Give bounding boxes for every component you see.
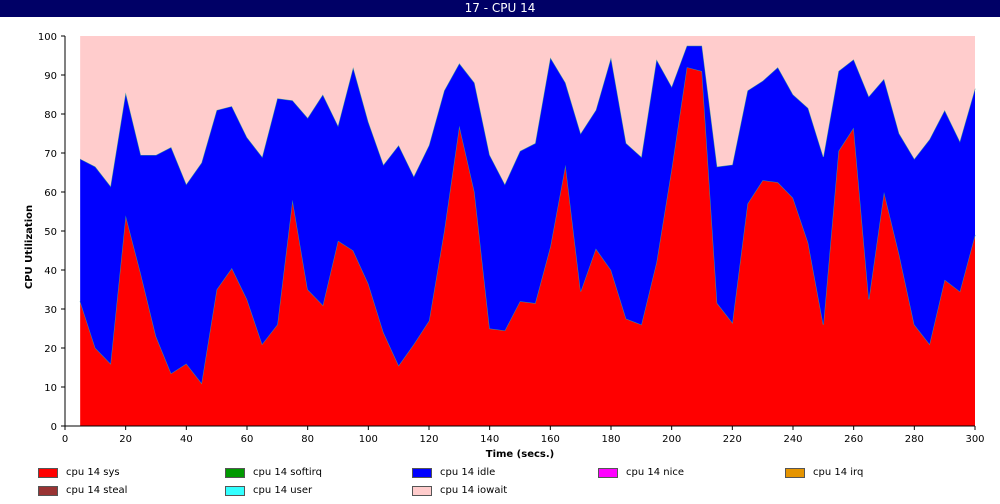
area-cpu-14-sys (80, 67, 976, 426)
legend-label: cpu 14 nice (626, 467, 685, 478)
legend-swatch (598, 468, 618, 478)
y-tick-label: 70 (44, 149, 57, 160)
x-axis-label: Time (secs.) (486, 449, 555, 460)
legend-swatch (225, 486, 245, 496)
legend-swatch (38, 486, 58, 496)
x-tick-label: 160 (541, 434, 560, 445)
x-tick-label: 200 (662, 434, 681, 445)
legend-swatch (38, 468, 58, 478)
x-tick-label: 40 (180, 434, 193, 445)
x-tick-label: 180 (601, 434, 620, 445)
x-tick-label: 140 (480, 434, 499, 445)
y-tick-label: 80 (44, 110, 57, 121)
legend-label: cpu 14 iowait (440, 485, 508, 496)
x-tick-label: 280 (905, 434, 924, 445)
y-tick-label: 0 (51, 422, 57, 433)
x-tick-label: 80 (301, 434, 314, 445)
window-title: 17 - CPU 14 (0, 0, 1000, 17)
x-tick-label: 0 (62, 434, 68, 445)
legend-label: cpu 14 softirq (253, 467, 322, 478)
legend-swatch (412, 468, 432, 478)
y-tick-label: 30 (44, 305, 57, 316)
x-tick-label: 100 (359, 434, 378, 445)
legend-label: cpu 14 idle (440, 467, 496, 478)
chart-legend: cpu 14 sys cpu 14 softirq cpu 14 idle cpu 1… (0, 462, 1000, 504)
x-tick-label: 60 (241, 434, 254, 445)
y-tick-label: 100 (38, 32, 57, 43)
legend-label: cpu 14 irq (813, 467, 864, 478)
y-tick-label: 10 (44, 383, 57, 394)
cpu-utilization-chart: 0 10 20 30 40 50 60 70 80 90 100 0 20 40 60 80 100 120 140… (24, 32, 985, 460)
area-cpu-14-idle (80, 45, 976, 384)
x-tick-label: 220 (723, 434, 742, 445)
y-tick-label: 50 (44, 227, 57, 238)
legend-label: cpu 14 sys (66, 467, 120, 478)
y-axis-label: CPU Utilization (24, 205, 35, 289)
legend-swatch (785, 468, 805, 478)
area-cpu-14-iowait (80, 36, 976, 187)
x-tick-label: 20 (119, 434, 132, 445)
y-tick-label: 40 (44, 266, 57, 277)
chart-areas (79, 36, 976, 426)
legend-swatch (412, 486, 432, 496)
x-tick-label: 260 (844, 434, 863, 445)
y-tick-label: 60 (44, 188, 57, 199)
legend-label: cpu 14 user (253, 485, 313, 496)
y-tick-label: 90 (44, 71, 57, 82)
x-tick-label: 120 (419, 434, 438, 445)
x-tick-label: 240 (783, 434, 802, 445)
chart-axes: 0 10 20 30 40 50 60 70 80 90 100 0 20 40 60 80 100 120 140… (38, 32, 985, 445)
legend-label: cpu 14 steal (66, 485, 128, 496)
legend-swatch (225, 468, 245, 478)
y-tick-label: 20 (44, 344, 57, 355)
x-tick-label: 300 (965, 434, 984, 445)
